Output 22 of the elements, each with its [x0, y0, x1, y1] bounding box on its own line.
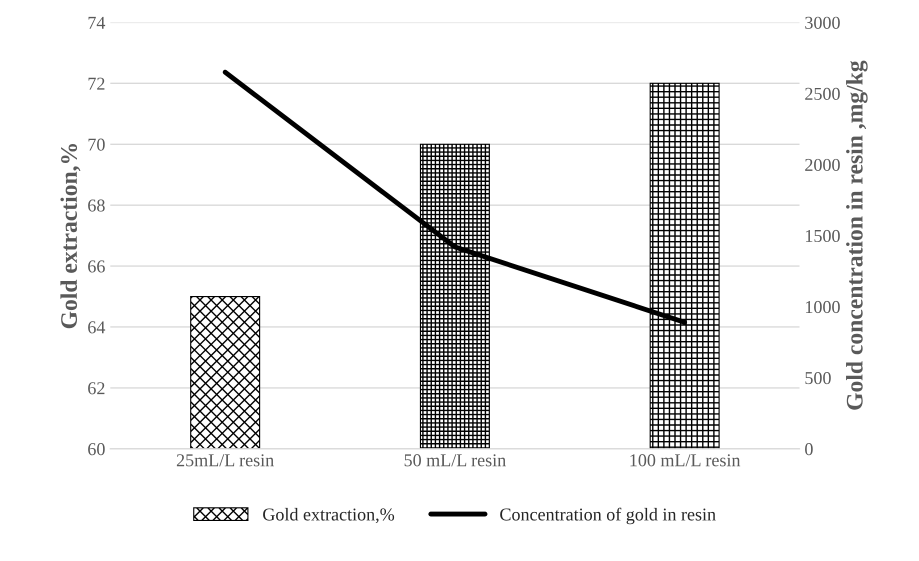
y2-tick-label: 1500 [806, 230, 840, 242]
x-tick-label: 50 mL/L resin [404, 454, 506, 466]
y2-tick-label: 500 [805, 372, 831, 384]
y-tick-label: 64 [88, 321, 106, 334]
y2-tick-label: 3000 [805, 16, 840, 29]
y2-axis-title: Gold concentration in resin ,mg/kg [846, 60, 868, 410]
y-tick-label: 70 [88, 138, 105, 151]
y2-tick-label: 2500 [805, 88, 840, 100]
x-tick-label: 25mL/L resin [176, 454, 274, 466]
y-tick-label: 68 [88, 199, 105, 212]
y-tick-label: 62 [88, 382, 104, 394]
legend-label: Concentration of gold in resin [500, 508, 716, 524]
y2-tick-label: 2000 [805, 158, 840, 171]
y-tick-label: 72 [88, 78, 104, 90]
y-tick-label: 66 [88, 260, 105, 273]
y-tick-label: 74 [88, 16, 106, 29]
legend-label: Gold extraction,% [263, 508, 394, 524]
y2-tick-label: 1000 [806, 300, 840, 314]
x-tick-label: 100 mL/L resin [630, 454, 740, 466]
y2-tick-label: 0 [805, 443, 813, 456]
y-tick-label: 60 [88, 443, 105, 456]
y-axis-title: Gold extraction,% [60, 144, 80, 328]
